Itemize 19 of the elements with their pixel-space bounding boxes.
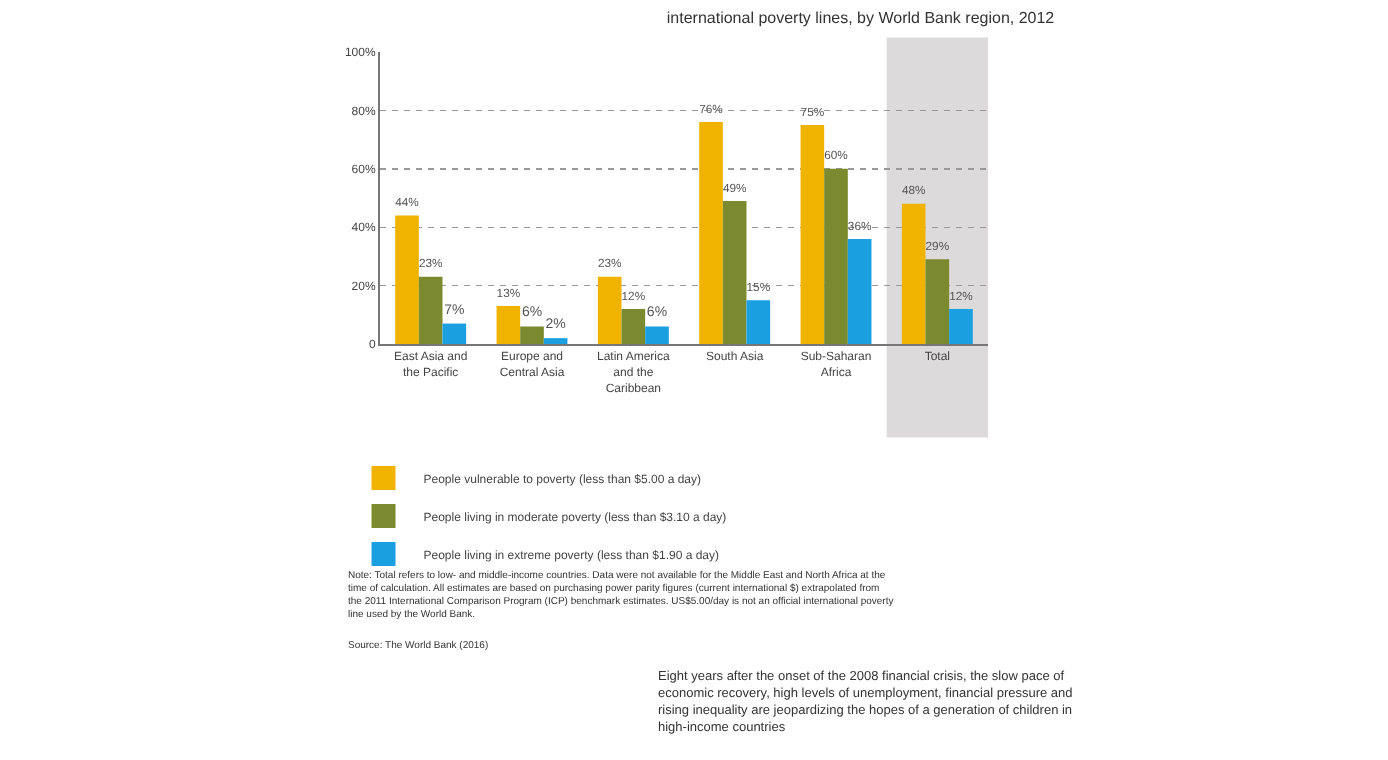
bar bbox=[496, 306, 521, 344]
bar bbox=[699, 122, 723, 344]
bar bbox=[925, 259, 950, 344]
bar bbox=[520, 326, 544, 344]
bar bbox=[722, 200, 747, 344]
bar bbox=[395, 215, 419, 344]
bar bbox=[901, 203, 926, 344]
bar bbox=[442, 323, 467, 344]
bar bbox=[418, 276, 443, 344]
bar bbox=[543, 338, 568, 344]
bar bbox=[847, 238, 872, 344]
bar bbox=[800, 125, 825, 344]
bar bbox=[621, 308, 646, 344]
bar bbox=[597, 276, 622, 344]
bar bbox=[645, 326, 669, 344]
chart-title: international poverty lines, by World Bank region, 2012 bbox=[666, 8, 1056, 27]
bar bbox=[949, 308, 973, 344]
bar bbox=[746, 300, 771, 344]
bar bbox=[824, 168, 848, 344]
